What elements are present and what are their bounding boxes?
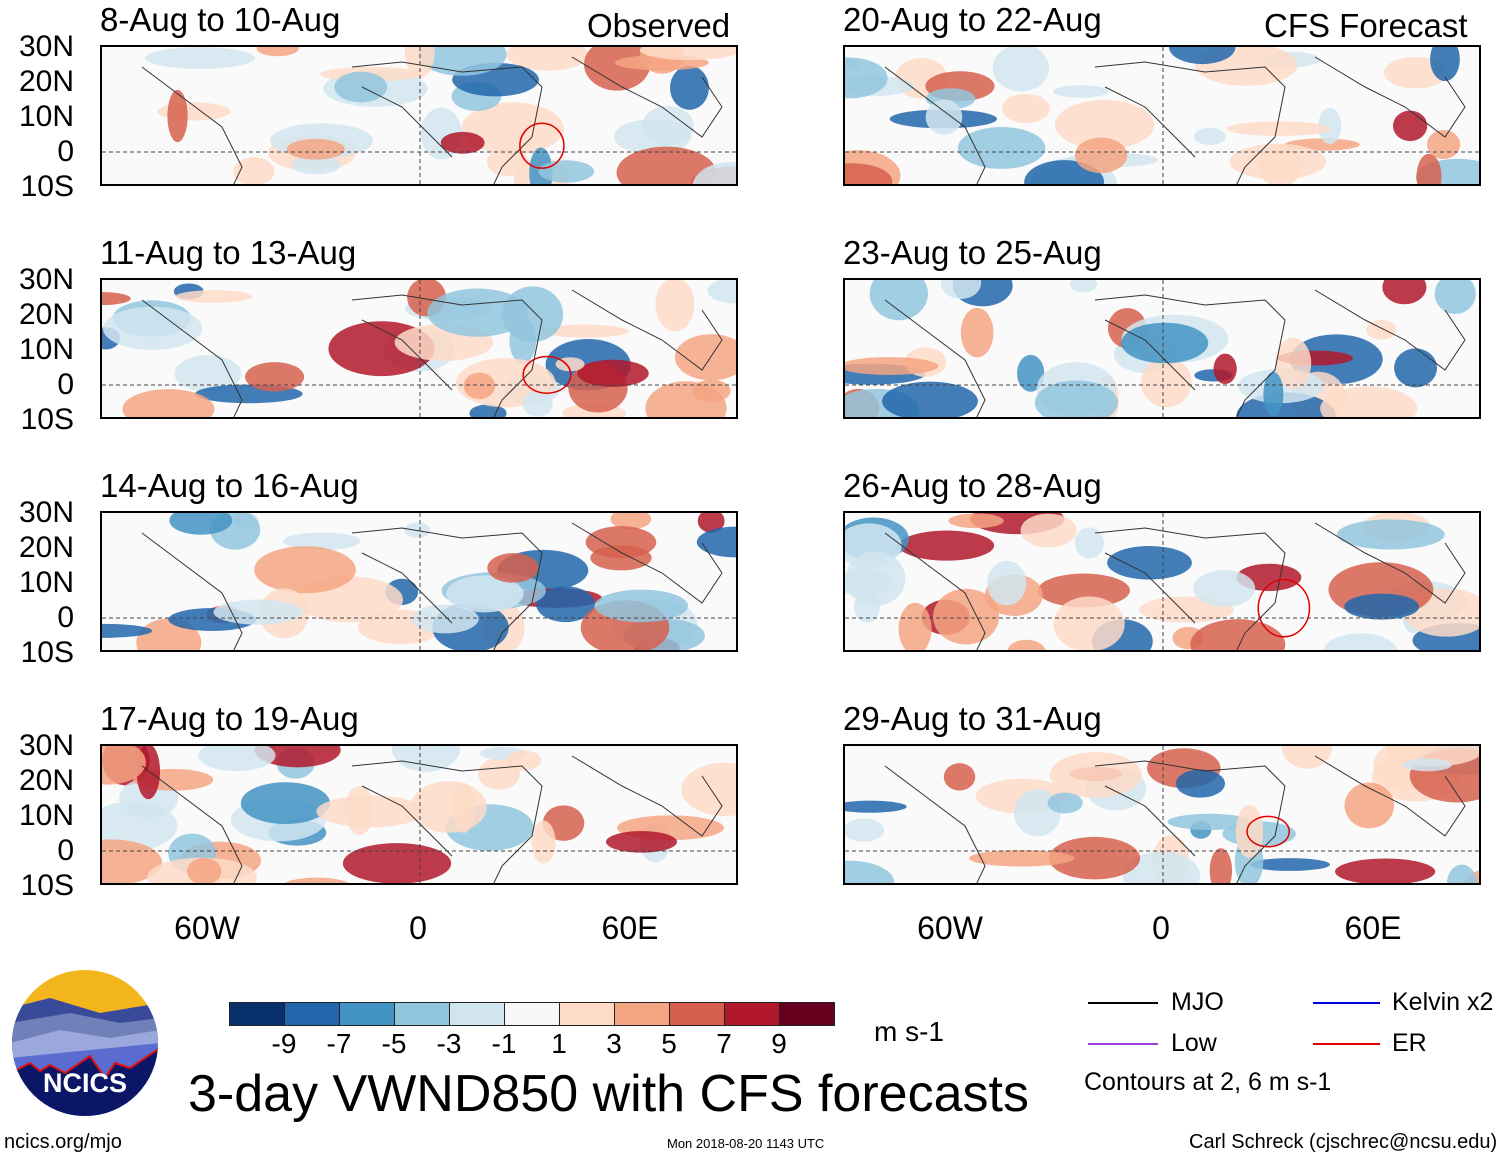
coastline [141,522,723,650]
panel-title: 20-Aug to 22-Aug [843,1,1102,38]
colorbar-label: -9 [271,1028,297,1059]
colorbar [229,1002,835,1026]
lon-label-right-60e: 60E [1344,910,1402,946]
coastline [141,755,723,883]
colorbar-swatch [285,1003,340,1025]
lat-label: 20N [18,764,74,797]
colorbar-label: 3 [606,1028,622,1059]
colorbar-swatch [340,1003,395,1025]
colorbar-swatch [780,1003,834,1025]
colorbar-label: -1 [491,1028,517,1059]
lon-label-right-0: 0 [1152,910,1170,946]
map-panel [843,744,1481,885]
panel-title: 26-Aug to 28-Aug [843,467,1102,504]
coastline [884,522,1466,650]
colorbar-label: 9 [771,1028,787,1059]
coastline [141,289,723,417]
legend-low: Low [1171,1029,1217,1057]
lon-label-left-0: 0 [409,910,427,946]
ncics-logo: NCICS [10,968,160,1123]
er-line [1313,1043,1380,1045]
colorbar-label: -7 [326,1028,352,1059]
colorbar-label: 5 [661,1028,677,1059]
lat-label: 30N [18,496,74,529]
legend-kelvin: Kelvin x2 [1392,988,1494,1016]
panel-title: 14-Aug to 16-Aug [100,467,359,504]
map-panel [100,278,738,419]
map-panel [100,45,738,186]
lat-label: 10S [20,170,74,203]
colorbar-swatch [560,1003,615,1025]
low-line [1088,1043,1158,1045]
figure-title: 3-day VWND850 with CFS forecasts [188,1065,1029,1123]
logo-text: NCICS [43,1068,127,1098]
cfs-forecast-label: CFS Forecast [1264,7,1468,44]
colorbar-swatch [505,1003,560,1025]
colorbar-swatch [615,1003,670,1025]
colorbar-label: -3 [436,1028,462,1059]
coastline [884,56,1466,184]
lat-label: 20N [18,531,74,564]
colorbar-swatch [670,1003,725,1025]
coastline [884,289,1466,417]
lon-label-right-60w: 60W [917,910,983,946]
wind-anomaly-field [845,746,1479,883]
lat-label: 30N [18,729,74,762]
map-panel [100,511,738,652]
map-panel [843,45,1481,186]
lat-label: 30N [18,263,74,296]
coastline [141,56,723,184]
panel-title: 11-Aug to 13-Aug [100,234,357,271]
wind-anomaly-field [845,47,1479,184]
contour-note: Contours at 2, 6 m s-1 [1084,1068,1332,1096]
lat-label: 10S [20,636,74,669]
panel-title: 23-Aug to 25-Aug [843,234,1102,271]
lat-label: 10N [18,566,74,599]
lon-label-left-60w: 60W [174,910,240,946]
colorbar-swatch [230,1003,285,1025]
lat-label: 10S [20,869,74,902]
map-panel [100,744,738,885]
panel-title: 17-Aug to 19-Aug [100,700,359,737]
legend-er: ER [1392,1029,1427,1057]
lat-label: 10N [18,100,74,133]
colorbar-swatch [450,1003,505,1025]
wind-anomaly-field [102,280,736,417]
lon-label-left-60e: 60E [601,910,659,946]
lat-label: 10S [20,403,74,436]
wind-anomaly-field [845,280,1476,417]
credit: Carl Schreck (cjschrec@ncsu.edu) [1189,1131,1498,1153]
observed-label: Observed [587,7,731,44]
colorbar-units: m s-1 [874,1016,944,1047]
lat-label: 0 [57,368,74,401]
wind-anomaly-field [102,513,736,650]
wind-anomaly-field [102,746,736,883]
lat-label: 0 [57,601,74,634]
lat-label: 20N [18,298,74,331]
wind-anomaly-field [145,47,736,184]
map-panel [843,511,1481,652]
kelvin-line [1313,1002,1380,1004]
lat-label: 20N [18,65,74,98]
lat-label: 10N [18,799,74,832]
lat-label: 30N [18,30,74,63]
coastline [884,755,1466,883]
lat-label: 10N [18,333,74,366]
colorbar-label: 1 [551,1028,567,1059]
wind-anomaly-field [845,513,1479,650]
colorbar-label: 7 [716,1028,732,1059]
lat-label: 0 [57,135,74,168]
colorbar-label: -5 [381,1028,407,1059]
timestamp: Mon 2018-08-20 1143 UTC [667,1136,825,1151]
colorbar-swatch [725,1003,780,1025]
legend-mjo: MJO [1171,988,1224,1016]
site-url[interactable]: ncics.org/mjo [4,1131,122,1153]
map-panel [843,278,1481,419]
colorbar-swatch [395,1003,450,1025]
mjo-line [1088,1002,1158,1004]
panel-title: 29-Aug to 31-Aug [843,700,1102,737]
lat-label: 0 [57,834,74,867]
panel-title: 8-Aug to 10-Aug [100,1,341,38]
